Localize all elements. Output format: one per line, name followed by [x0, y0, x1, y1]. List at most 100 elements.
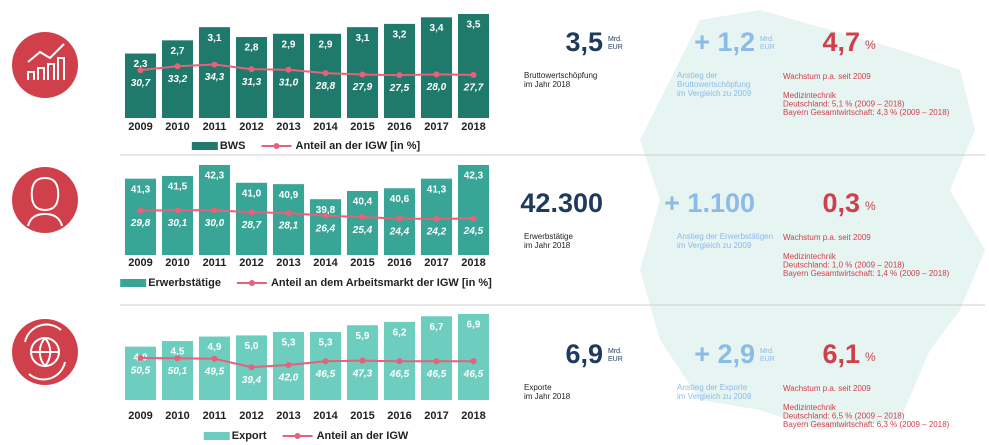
kpi-caption: Bruttowertschöpfung [677, 80, 750, 89]
kpi-detail: Bayern Gesamtwirtschaft: 6,3 % (2009 – 2… [783, 420, 950, 429]
kpi-value: + 2,9 [694, 339, 755, 369]
kpi-unit: Mrd. [760, 36, 774, 43]
line-value-label: 46,5 [389, 369, 410, 380]
x-tick-label: 2009 [128, 410, 152, 422]
kpi-caption: im Vergleich zu 2009 [677, 392, 752, 401]
bar-value-label: 5,9 [356, 331, 370, 342]
x-tick-label: 2014 [313, 121, 338, 133]
bar-value-label: 41,3 [427, 184, 447, 195]
legend-swatch [273, 143, 280, 149]
bar-value-label: 3,5 [467, 20, 481, 31]
legend-label: Anteil an der IGW [in %] [296, 140, 421, 152]
kpi-unit: EUR [760, 356, 775, 363]
bar [161, 175, 194, 255]
bar-value-label: 6,2 [393, 328, 407, 339]
bar [309, 332, 342, 400]
x-tick-label: 2014 [313, 257, 338, 269]
icon [12, 167, 78, 233]
bar-value-label: 41,0 [242, 188, 262, 199]
line-point [174, 355, 181, 362]
line-value-label: 24,5 [463, 226, 484, 237]
legend-swatch [294, 433, 301, 439]
x-tick-label: 2012 [239, 257, 263, 269]
bar-value-label: 40,6 [390, 194, 410, 205]
bar [383, 188, 416, 255]
line-point [248, 66, 255, 73]
line-value-label: 46,5 [426, 369, 447, 380]
kpi-caption: Wachstum p.a. seit 2009 [783, 233, 871, 242]
kpi-caption: Anstieg der Erwerbstätigen [677, 232, 773, 241]
bar-value-label: 5,3 [319, 338, 333, 349]
bar-value-label: 6,9 [467, 320, 481, 331]
legend-label: BWS [220, 140, 246, 152]
kpi-unit: % [865, 38, 876, 52]
bar-value-label: 2,3 [134, 59, 148, 70]
x-tick-label: 2018 [461, 121, 485, 133]
line-value-label: 46,5 [315, 369, 336, 380]
bar-value-label: 4,5 [171, 347, 185, 358]
line-point [470, 358, 477, 365]
bar-value-label: 3,1 [356, 33, 370, 44]
bar-value-label: 3,4 [430, 23, 444, 34]
x-tick-label: 2015 [350, 121, 374, 133]
line-point [322, 358, 329, 365]
x-tick-label: 2012 [239, 121, 263, 133]
legend: Export Anteil an der IGW [203, 430, 409, 442]
line-value-label: 31,3 [242, 77, 262, 88]
kpi-caption: Anstieg der [677, 71, 718, 80]
bar-value-label: 6,7 [430, 322, 444, 333]
bar-value-label: 40,4 [353, 197, 373, 208]
line-value-label: 47,3 [352, 368, 373, 379]
kpi-unit: Mrd. [608, 36, 622, 43]
kpi-detail: Medizintechnik [783, 403, 837, 412]
x-tick-label: 2016 [387, 410, 411, 422]
bar-value-label: 2,7 [171, 46, 185, 57]
line-point [285, 362, 292, 369]
legend-label: Export [232, 430, 267, 442]
line-point [174, 63, 181, 70]
x-tick-label: 2017 [424, 257, 448, 269]
bar [161, 341, 194, 400]
line-value-label: 29,8 [130, 218, 151, 229]
line [140, 356, 474, 369]
line-value-label: 25,4 [352, 225, 373, 236]
bar-value-label: 5,3 [282, 338, 296, 349]
kpi-detail: Medizintechnik [783, 91, 837, 100]
bar-value-label: 3,2 [393, 30, 407, 41]
line-point [359, 71, 366, 78]
kpi-unit: % [865, 350, 876, 364]
x-tick-label: 2018 [461, 410, 485, 422]
bar-value-label: 5,0 [245, 341, 259, 352]
line [140, 209, 474, 220]
chart: 2,3 2009 2,7 2010 3,1 2011 2,8 2012 2,9 2013 2,9 20… [124, 14, 490, 152]
x-tick-label: 2018 [461, 257, 485, 269]
line-value-label: 39,4 [242, 375, 262, 386]
bar [346, 190, 379, 255]
kpi-value: 6,1 [822, 339, 860, 369]
line-value-label: 27,9 [352, 82, 373, 93]
line-point [137, 67, 144, 74]
line-point [433, 71, 440, 78]
line-value-label: 28,0 [426, 82, 447, 93]
kpi-value: + 1,2 [694, 27, 755, 57]
line-value-label: 42,0 [278, 373, 299, 384]
icon [12, 319, 78, 385]
kpi-value: 3,5 [565, 27, 603, 57]
kpi-caption: im Jahr 2018 [524, 392, 571, 401]
line-value-label: 28,8 [315, 81, 336, 92]
line-point [322, 70, 329, 77]
line-point [433, 358, 440, 365]
bar-value-label: 3,1 [208, 33, 222, 44]
bar [420, 17, 453, 118]
x-tick-label: 2013 [276, 121, 300, 133]
bar [198, 27, 231, 119]
kpi-caption: im Vergleich zu 2009 [677, 241, 752, 250]
bar [272, 33, 305, 119]
line-value-label: 30,0 [205, 218, 225, 229]
kpi-value: 0,3 [822, 188, 860, 218]
line-point [359, 357, 366, 364]
line-point [433, 215, 440, 222]
kpi-unit: EUR [608, 356, 623, 363]
